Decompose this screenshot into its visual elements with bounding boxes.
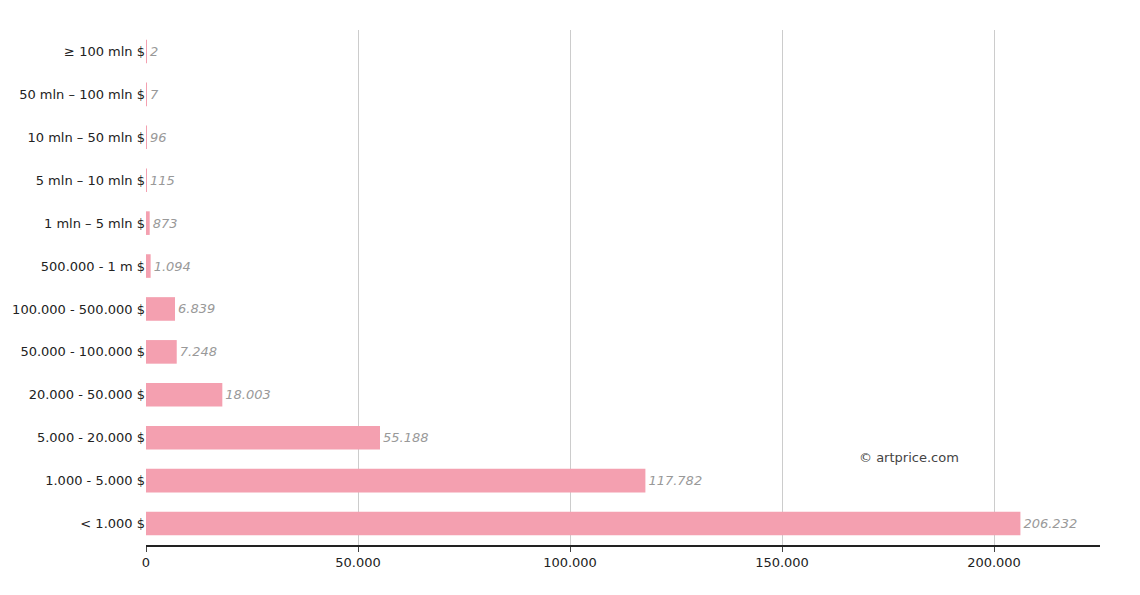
svg-text:2: 2 (150, 44, 158, 59)
svg-text:500.000 - 1 m $: 500.000 - 1 m $ (41, 259, 145, 274)
svg-text:5.000 - 20.000 $: 5.000 - 20.000 $ (37, 430, 145, 445)
svg-text:18.003: 18.003 (225, 387, 271, 402)
svg-text:100.000 - 500.000 $: 100.000 - 500.000 $ (12, 302, 145, 317)
svg-text:50 mln – 100 mln $: 50 mln – 100 mln $ (19, 87, 145, 102)
svg-text:100.000: 100.000 (543, 555, 597, 570)
svg-text:1.000 - 5.000 $: 1.000 - 5.000 $ (45, 473, 145, 488)
svg-text:96: 96 (150, 130, 167, 145)
svg-text:873: 873 (153, 216, 178, 231)
svg-text:≥ 100 mln $: ≥ 100 mln $ (64, 44, 145, 59)
svg-text:7.248: 7.248 (180, 344, 217, 359)
svg-text:< 1.000 $: < 1.000 $ (80, 516, 145, 531)
svg-text:50.000: 50.000 (335, 555, 381, 570)
svg-text:0: 0 (142, 555, 150, 570)
svg-text:6.839: 6.839 (178, 301, 215, 316)
svg-text:50.000 - 100.000 $: 50.000 - 100.000 $ (20, 344, 145, 359)
svg-text:1 mln – 5 mln $: 1 mln – 5 mln $ (44, 216, 145, 231)
svg-text:© artprice.com: © artprice.com (859, 450, 959, 465)
svg-text:150.000: 150.000 (755, 555, 809, 570)
svg-text:55.188: 55.188 (383, 430, 429, 445)
svg-text:117.782: 117.782 (648, 473, 702, 488)
svg-text:200.000: 200.000 (967, 555, 1021, 570)
svg-text:20.000 - 50.000 $: 20.000 - 50.000 $ (29, 387, 145, 402)
svg-text:7: 7 (150, 87, 159, 102)
svg-text:10 mln – 50 mln $: 10 mln – 50 mln $ (27, 130, 145, 145)
svg-text:1.094: 1.094 (154, 259, 191, 274)
svg-text:206.232: 206.232 (1023, 516, 1077, 531)
svg-text:5 mln – 10 mln $: 5 mln – 10 mln $ (36, 173, 145, 188)
svg-text:115: 115 (150, 173, 175, 188)
